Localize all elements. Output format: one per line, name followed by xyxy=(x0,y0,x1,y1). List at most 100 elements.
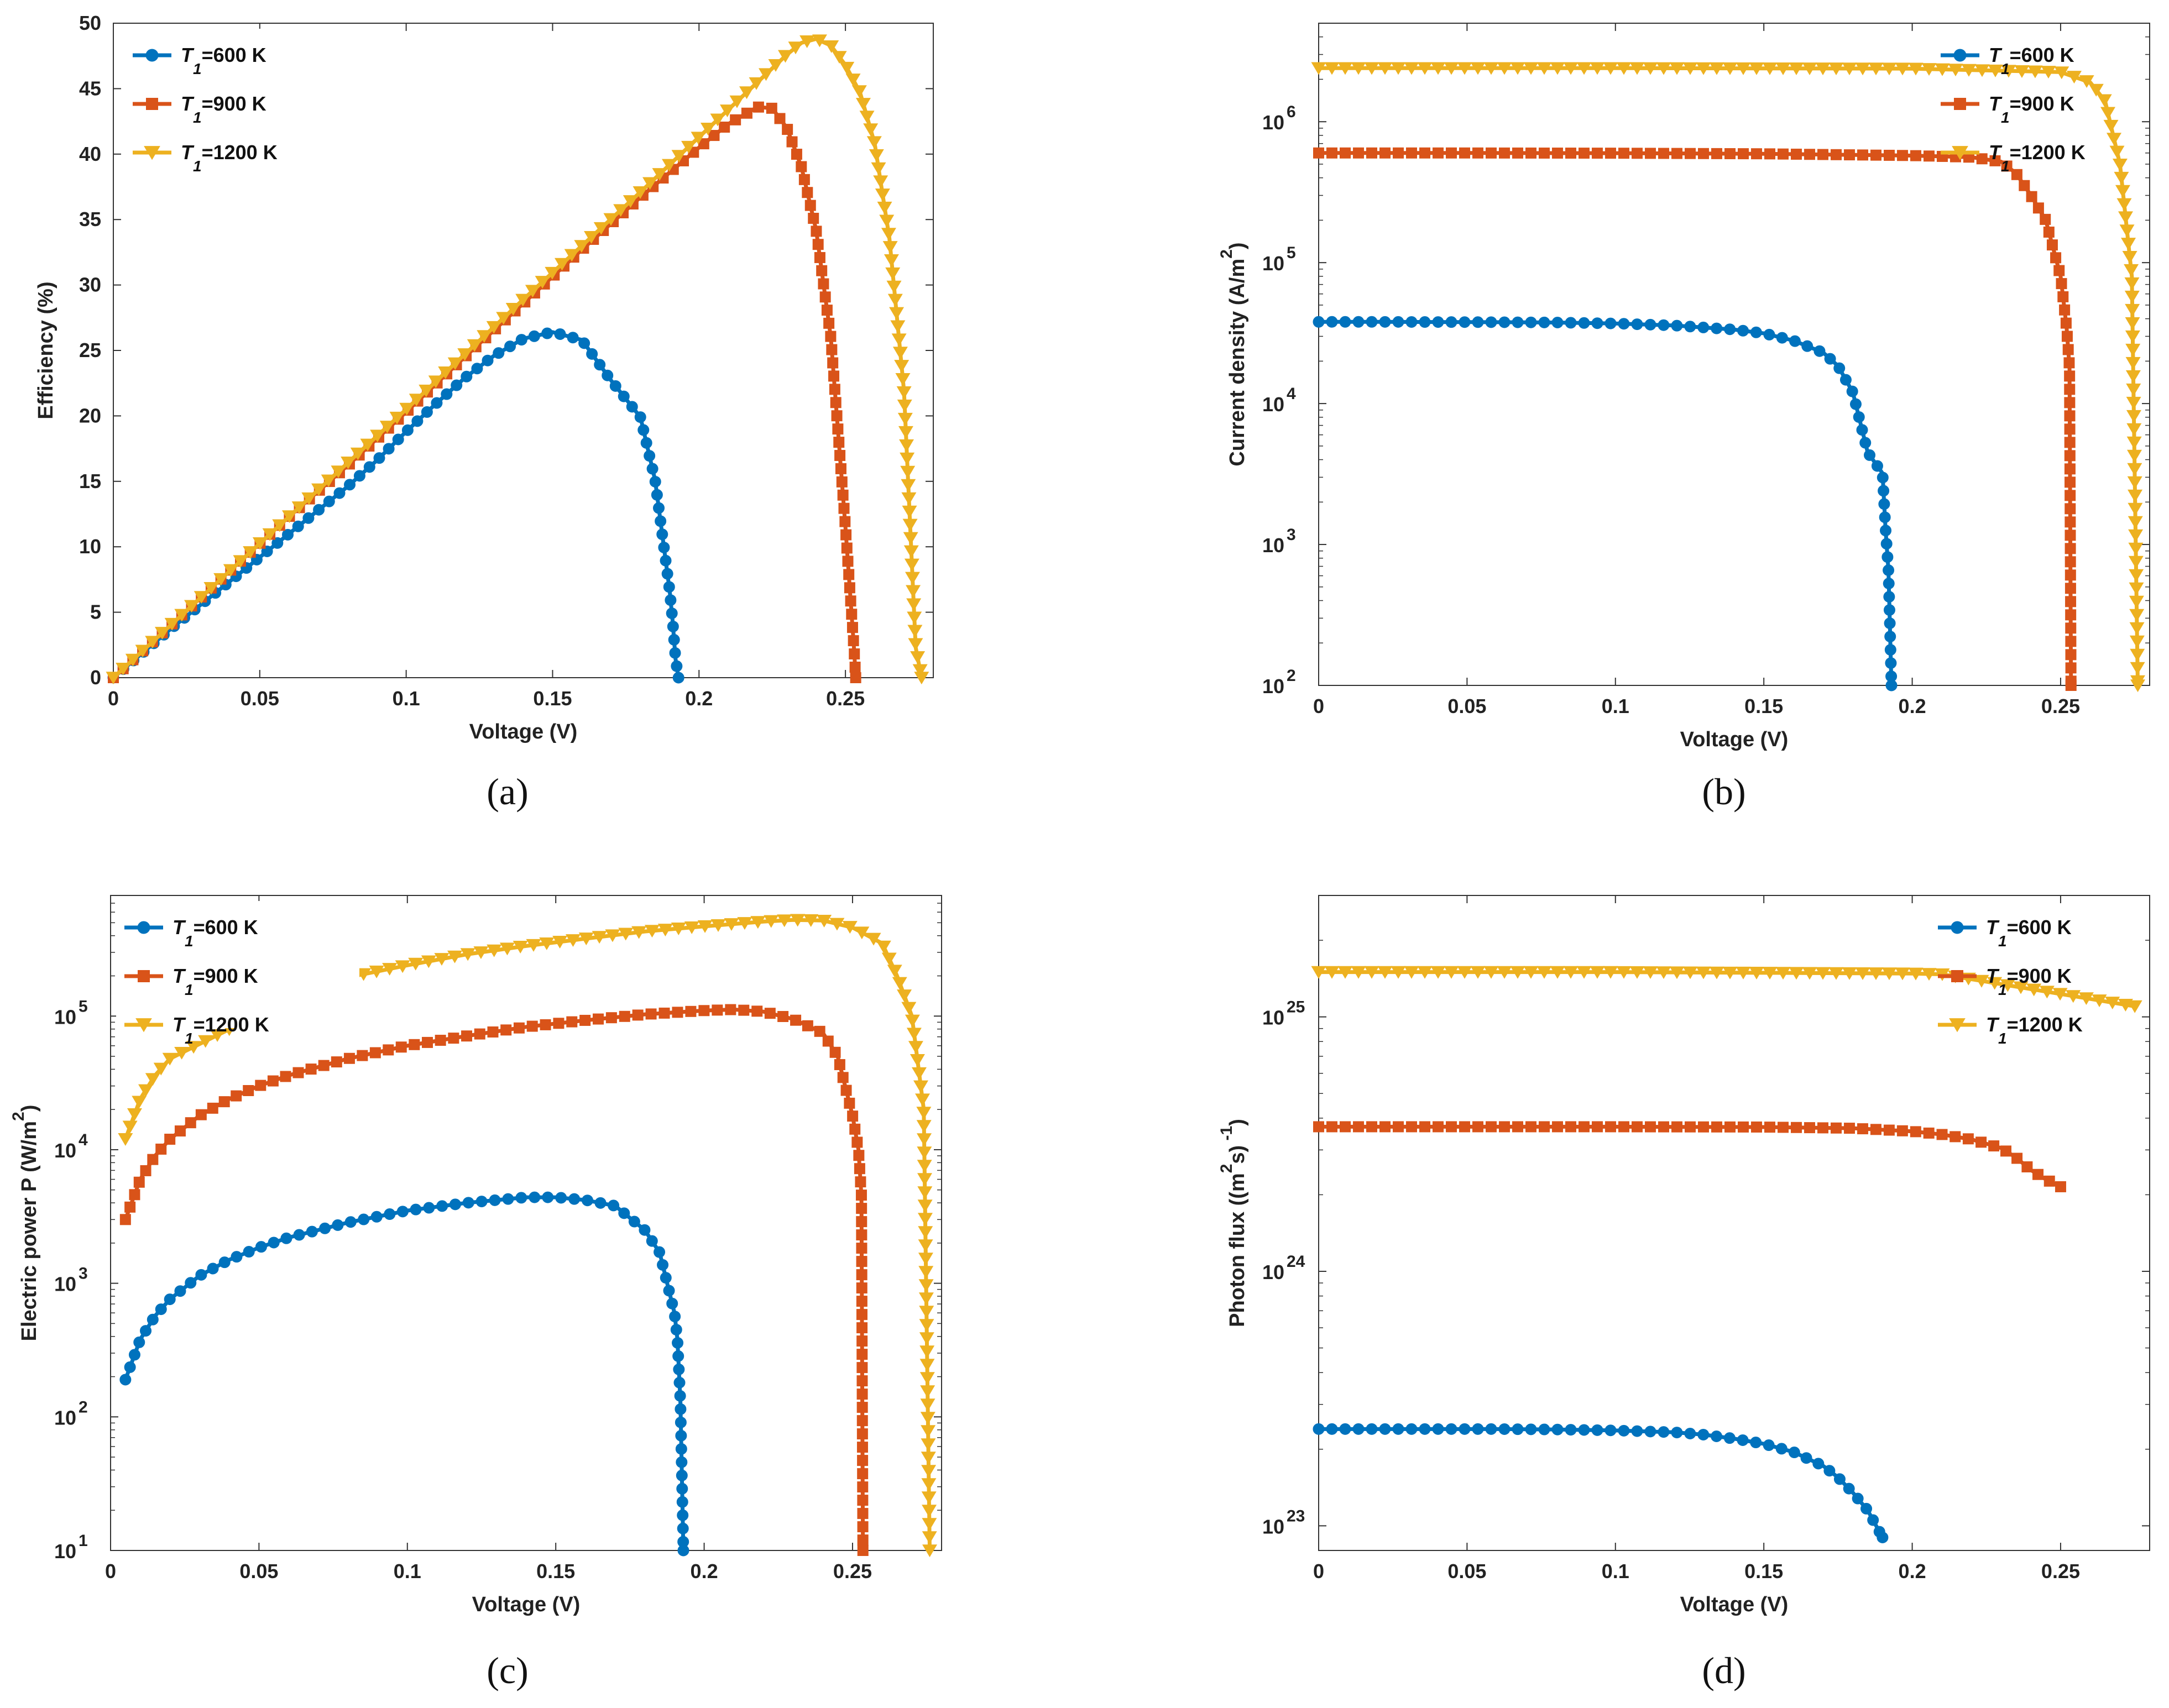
x-tick-label: 0 xyxy=(1313,695,1324,717)
data-point xyxy=(541,327,553,339)
data-point xyxy=(1313,1121,1324,1133)
legend-symbol: T xyxy=(181,141,195,164)
y-tick-label: 5 xyxy=(90,601,101,624)
legend-subscript: 1 xyxy=(2001,109,2010,126)
data-point xyxy=(292,520,304,532)
data-point xyxy=(764,915,779,928)
data-point xyxy=(1644,1121,1656,1133)
series-markers xyxy=(119,1004,869,1556)
data-point xyxy=(2109,145,2125,159)
series-t1-900-k xyxy=(119,1004,869,1556)
data-point xyxy=(2125,317,2140,330)
data-point xyxy=(639,1224,651,1236)
data-point xyxy=(1867,1514,1879,1526)
data-point xyxy=(837,489,849,501)
data-point xyxy=(1868,62,1884,76)
data-point xyxy=(529,1191,541,1203)
data-point xyxy=(2129,569,2144,582)
data-point xyxy=(1722,966,1738,979)
data-point xyxy=(855,98,871,111)
data-point xyxy=(461,370,473,383)
data-point xyxy=(850,672,861,683)
data-point xyxy=(660,554,672,567)
data-point xyxy=(1883,149,1895,161)
x-tick-label: 0.2 xyxy=(685,687,713,710)
data-point xyxy=(593,1013,604,1025)
data-point xyxy=(119,1214,131,1225)
legend-label: T1=1200 K xyxy=(181,141,278,175)
data-point xyxy=(2128,556,2144,569)
data-point xyxy=(2128,516,2143,529)
data-point xyxy=(919,1359,935,1372)
data-point xyxy=(344,479,356,491)
data-point xyxy=(1722,62,1738,75)
data-point xyxy=(1830,1122,1842,1134)
data-point xyxy=(554,328,566,340)
data-point xyxy=(856,1335,868,1347)
data-point xyxy=(1711,1121,1722,1133)
data-point xyxy=(894,360,910,373)
data-point xyxy=(474,1028,485,1040)
data-point xyxy=(542,1191,554,1203)
data-point xyxy=(2041,66,2056,79)
data-point xyxy=(581,1194,593,1207)
data-point xyxy=(1379,147,1391,159)
data-point xyxy=(231,1251,243,1263)
y-axis-label: Photon flux ((m2s) -1) xyxy=(1217,1119,1249,1327)
data-point xyxy=(1961,64,1977,77)
data-point xyxy=(243,546,258,559)
data-point xyxy=(640,437,652,449)
data-point xyxy=(1877,471,1889,484)
data-point xyxy=(1404,966,1419,979)
x-tick-label: 0.2 xyxy=(1899,695,1926,717)
data-point xyxy=(811,226,822,237)
data-point xyxy=(856,1229,867,1241)
data-point xyxy=(447,950,463,963)
data-point xyxy=(1324,62,1340,75)
y-tick-label: 0 xyxy=(90,666,101,689)
data-point xyxy=(710,919,726,932)
data-point xyxy=(482,354,494,366)
data-point xyxy=(1948,64,1963,77)
data-point xyxy=(341,457,356,469)
data-point xyxy=(223,564,238,577)
data-point xyxy=(917,1186,933,1199)
data-point xyxy=(1737,1121,1749,1133)
data-point xyxy=(1326,147,1337,159)
data-point xyxy=(1697,321,1710,333)
data-point xyxy=(1377,966,1393,979)
legend-value: =1200 K xyxy=(194,1013,269,1036)
data-point xyxy=(1802,967,1817,980)
data-point xyxy=(777,1011,789,1023)
data-point xyxy=(1658,1426,1670,1438)
data-point xyxy=(1833,362,1846,374)
data-point xyxy=(854,1163,865,1175)
data-point xyxy=(921,1425,936,1438)
data-point xyxy=(1881,551,1894,563)
data-point xyxy=(1750,1437,1762,1449)
data-point xyxy=(2128,529,2144,542)
data-point xyxy=(921,1438,936,1452)
data-point xyxy=(900,465,916,479)
data-point xyxy=(1446,147,1457,159)
data-point xyxy=(673,1363,685,1375)
legend-label: T1=1200 K xyxy=(1989,141,2086,175)
legend: T1=600 KT1=900 KT1=1200 K xyxy=(124,29,368,175)
data-point xyxy=(764,1008,776,1019)
data-point xyxy=(568,1193,581,1205)
data-point xyxy=(851,85,867,98)
data-point xyxy=(428,375,443,389)
data-point xyxy=(1823,1465,1836,1477)
data-point xyxy=(1393,1121,1404,1133)
x-tick-label: 0.15 xyxy=(1744,695,1783,717)
data-point xyxy=(564,249,579,262)
data-point xyxy=(2057,291,2069,302)
legend-subscript: 1 xyxy=(2001,60,2010,77)
data-point xyxy=(447,357,463,370)
data-point xyxy=(323,495,335,507)
data-point xyxy=(1643,966,1658,979)
data-point xyxy=(885,267,901,280)
data-point xyxy=(392,433,404,446)
data-point xyxy=(2065,490,2076,501)
data-point xyxy=(631,926,647,939)
